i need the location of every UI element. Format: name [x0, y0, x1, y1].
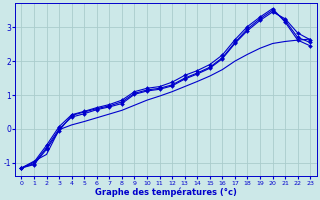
X-axis label: Graphe des températures (°c): Graphe des températures (°c) [95, 187, 237, 197]
